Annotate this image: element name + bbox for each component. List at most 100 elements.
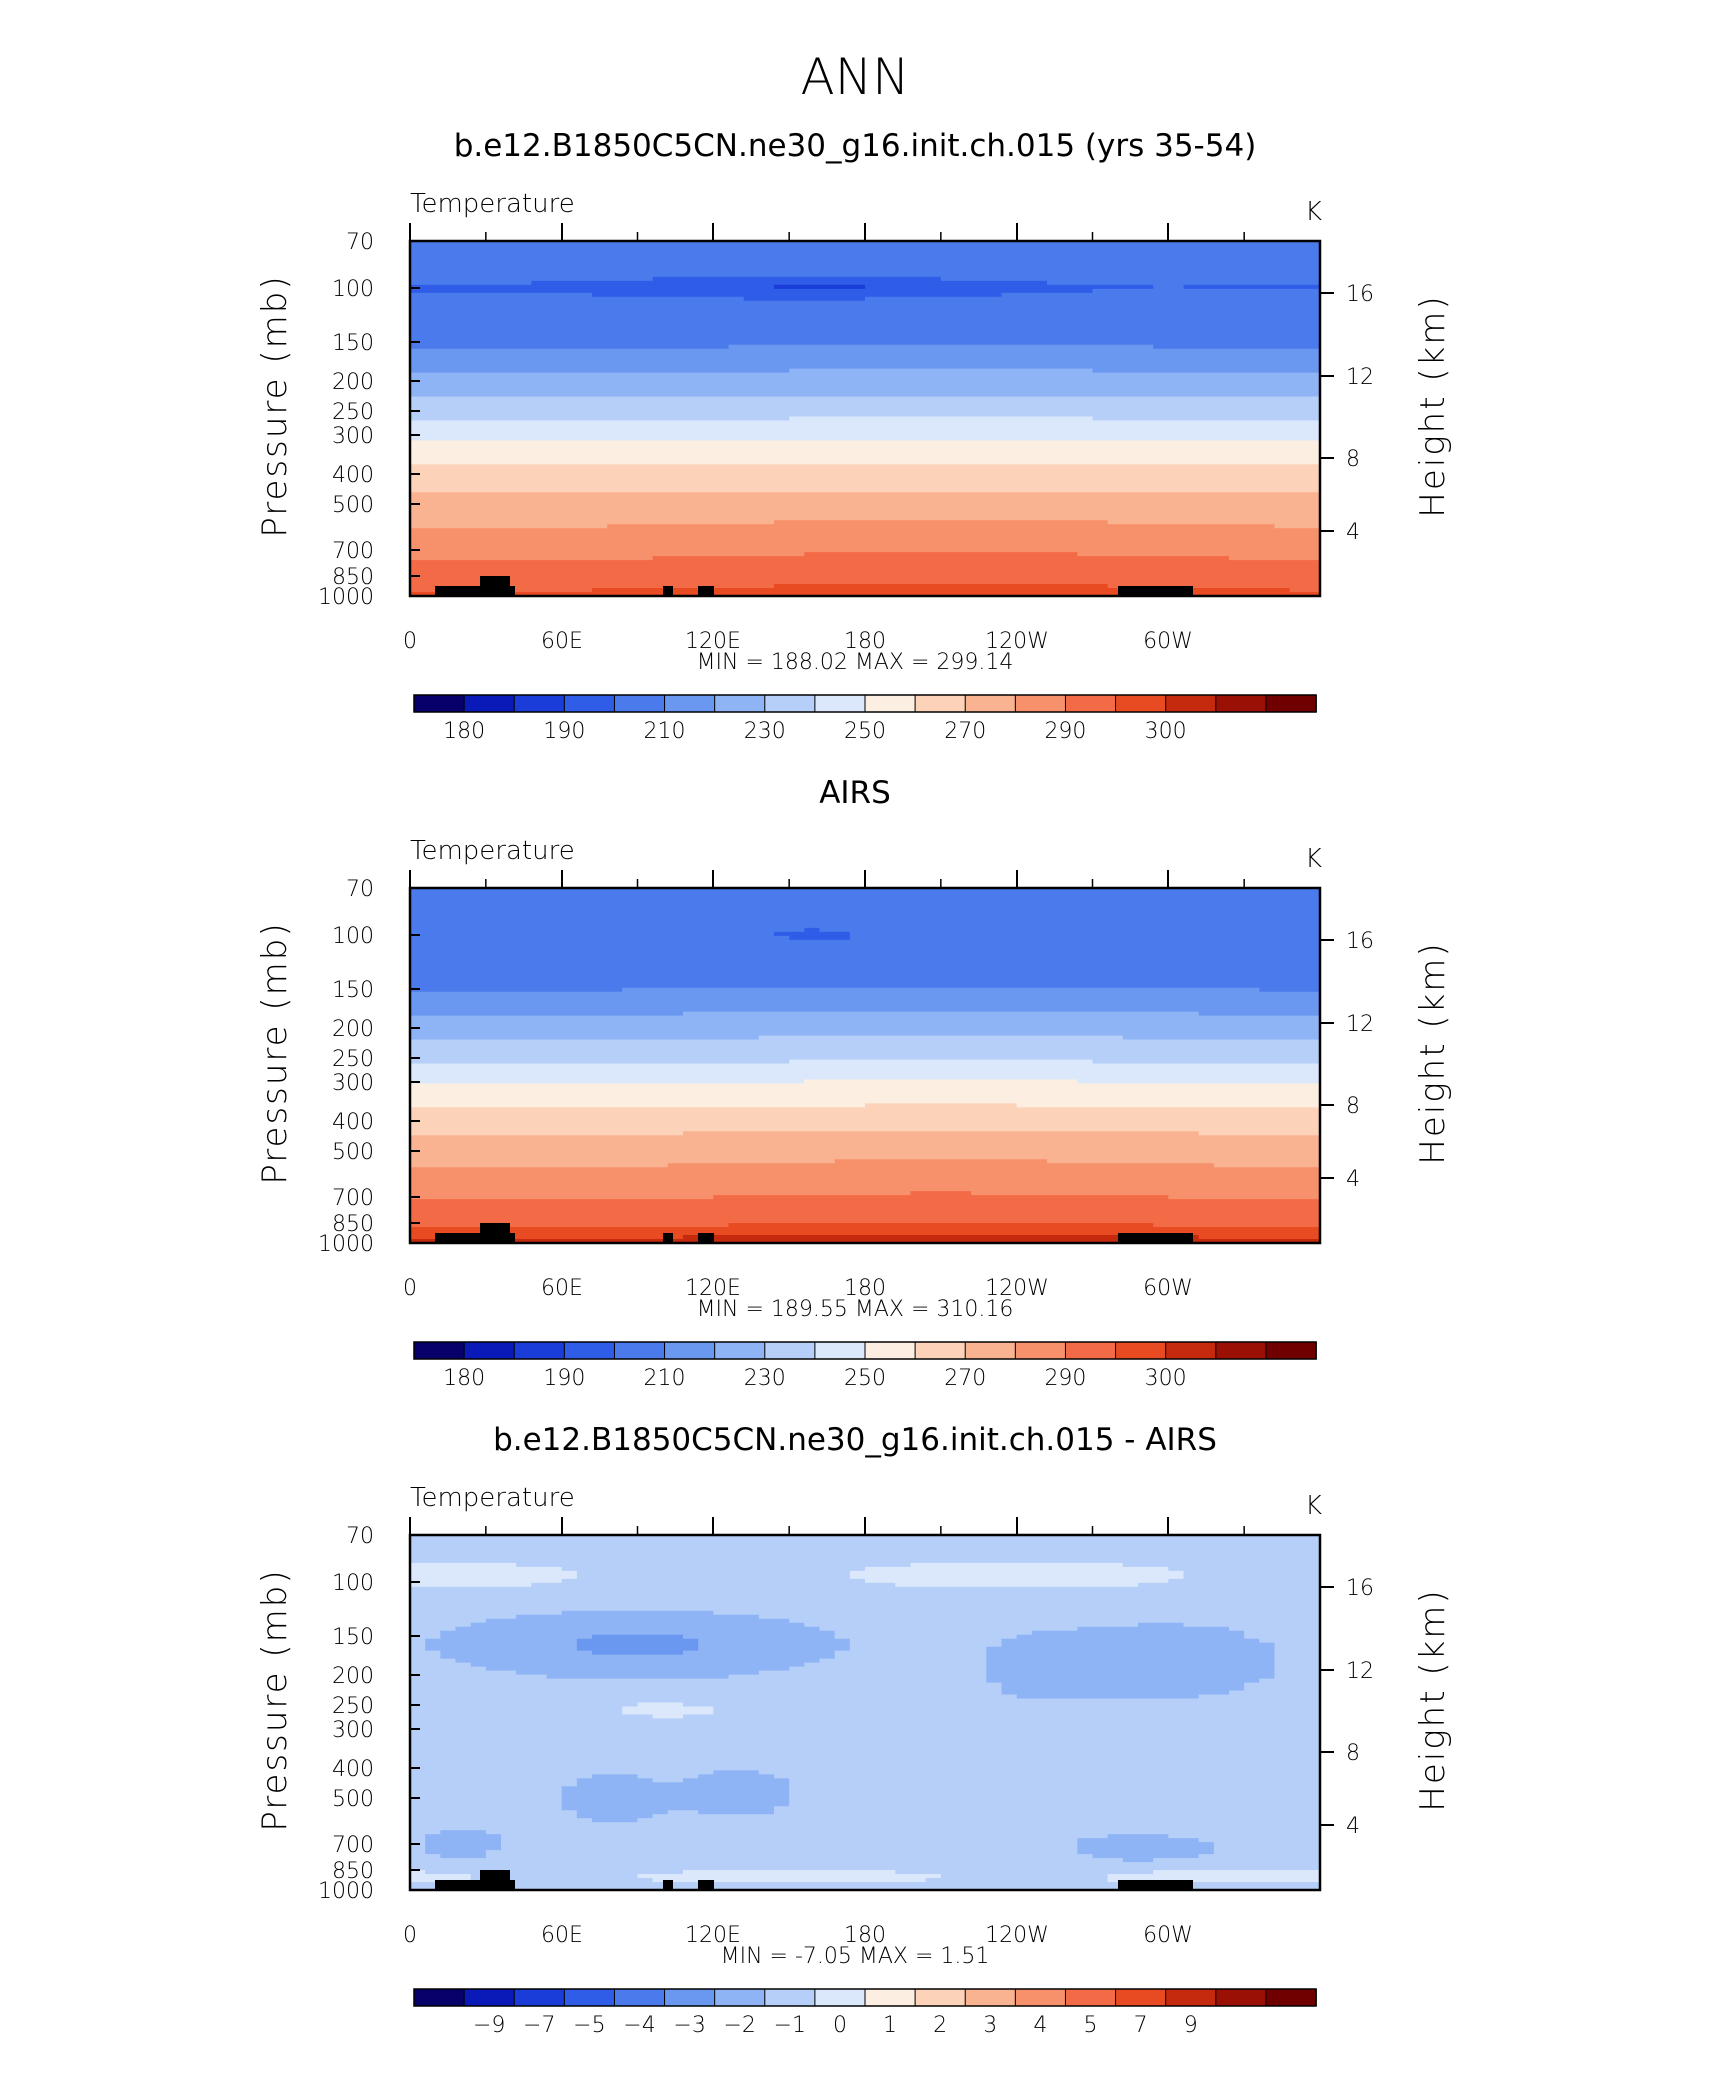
topography-block: [435, 1880, 515, 1890]
contour-cell: [971, 1191, 1320, 1196]
colorbar-label: 230: [744, 719, 786, 744]
contour-cell: [410, 380, 1320, 386]
contour-cell: [698, 1638, 851, 1644]
contour-cell: [410, 1219, 1320, 1224]
colorbar-label: 190: [543, 719, 585, 744]
y-tick-label: 300: [332, 1718, 374, 1743]
y-tick-label: 100: [332, 1571, 374, 1596]
contour-cell: [410, 328, 1320, 334]
contour-cell: [410, 260, 1320, 266]
contour-cell: [410, 268, 1320, 274]
contour-cell: [1153, 1858, 1320, 1863]
contour-cell: [470, 1874, 639, 1879]
contour-cell: [440, 1630, 836, 1636]
contour-cell: [683, 1870, 896, 1875]
contour-cell: [1077, 552, 1320, 557]
colorbar-box: [714, 1988, 766, 2007]
topography-block: [698, 1880, 714, 1890]
contour-cell: [561, 1786, 790, 1791]
contour-cell: [652, 1814, 1320, 1819]
y-tick-label: 100: [332, 277, 374, 302]
contour-cell: [410, 1079, 805, 1085]
contour-cell: [561, 1790, 790, 1795]
colorbar-label: 5: [1084, 2013, 1098, 2038]
colorbar-box: [964, 1341, 1017, 1360]
contour-cell: [1229, 556, 1320, 561]
y-tick-label: 1000: [318, 1879, 374, 1904]
contour-cell: [410, 1638, 426, 1644]
y2-tick-label: 12: [1346, 365, 1374, 390]
contour-cell: [865, 1578, 1169, 1584]
contour-cell: [410, 396, 1320, 402]
contour-cell: [410, 572, 1320, 577]
contour-cell: [410, 288, 1094, 294]
contour-cell: [819, 927, 1320, 933]
contour-cell: [410, 248, 1320, 254]
contour-cell: [576, 1778, 654, 1783]
contour-cell: [1259, 1638, 1320, 1644]
contour-cell: [1107, 520, 1320, 525]
contour-cell: [410, 324, 1320, 330]
contour-cell: [410, 1730, 1320, 1736]
contour-cell: [410, 468, 1320, 473]
contour-cell: [1001, 1682, 1245, 1688]
y-tick-label: 700: [332, 1833, 374, 1858]
contour-cell: [410, 1882, 1320, 1887]
contour-cell: [410, 1826, 1320, 1831]
x-tick-label: 120E: [685, 1276, 741, 1301]
contour-cell: [1001, 1690, 1230, 1696]
chart-title: b.e12.B1850C5CN.ne30_g16.init.ch.015 (yr…: [454, 128, 1257, 164]
contour-cell: [561, 1806, 775, 1811]
contour-cell: [865, 284, 1154, 290]
contour-cell: [410, 1119, 1320, 1124]
contour-cell: [485, 1830, 1320, 1835]
contour-cell: [410, 1654, 441, 1660]
topography-block: [1118, 586, 1193, 596]
contour-cell: [410, 1622, 472, 1628]
colorbar-label: −3: [673, 2013, 705, 2038]
y-tick-label: 70: [346, 230, 374, 255]
contour-cell: [849, 1642, 1003, 1648]
contour-cell: [910, 1191, 972, 1196]
contour-cell: [410, 1031, 1320, 1037]
contour-cell: [410, 1187, 1320, 1192]
contour-cell: [410, 1091, 1320, 1097]
colorbar-box: [664, 1341, 716, 1360]
contour-cell: [410, 1011, 684, 1017]
contour-cell: [834, 1634, 1018, 1640]
colorbar-label: −2: [724, 2013, 756, 2038]
contour-cell: [410, 552, 805, 557]
contour-cell: [410, 891, 1320, 897]
contour-cell: [410, 895, 1320, 901]
contour-cell: [410, 480, 1320, 485]
contour-cell: [758, 1670, 987, 1676]
contour-cell: [865, 1103, 1018, 1108]
right-subtitle: K: [1305, 1491, 1322, 1521]
contour-cell: [410, 1003, 1320, 1009]
contour-cell: [410, 1123, 1320, 1128]
contour-cell: [410, 1107, 1320, 1112]
contour-cell: [410, 1782, 578, 1787]
colorbar-box: [1064, 1988, 1117, 2007]
contour-cell: [774, 1806, 1320, 1811]
contour-cell: [410, 280, 532, 286]
contour-cell: [410, 1658, 457, 1664]
contour-cell: [410, 1610, 563, 1616]
x-tick-label: 0: [403, 1923, 417, 1948]
contour-cell: [410, 1702, 639, 1708]
contour-cell: [789, 416, 1094, 422]
contour-cell: [1047, 1159, 1320, 1164]
contour-cell: [1138, 1582, 1320, 1588]
y2-tick-label: 12: [1346, 1012, 1374, 1037]
contour-cell: [410, 1686, 1003, 1692]
contour-cell: [1077, 1838, 1200, 1843]
contour-cell: [470, 1622, 805, 1628]
contour-cell: [410, 1874, 472, 1879]
contour-cell: [1274, 1666, 1320, 1672]
contour-cell: [410, 1790, 563, 1795]
y-tick-label: 150: [332, 978, 374, 1003]
contour-cell: [516, 1670, 760, 1676]
contour-cell: [440, 1654, 836, 1660]
contour-cell: [410, 1179, 1320, 1184]
colorbar-box: [1265, 1341, 1317, 1360]
